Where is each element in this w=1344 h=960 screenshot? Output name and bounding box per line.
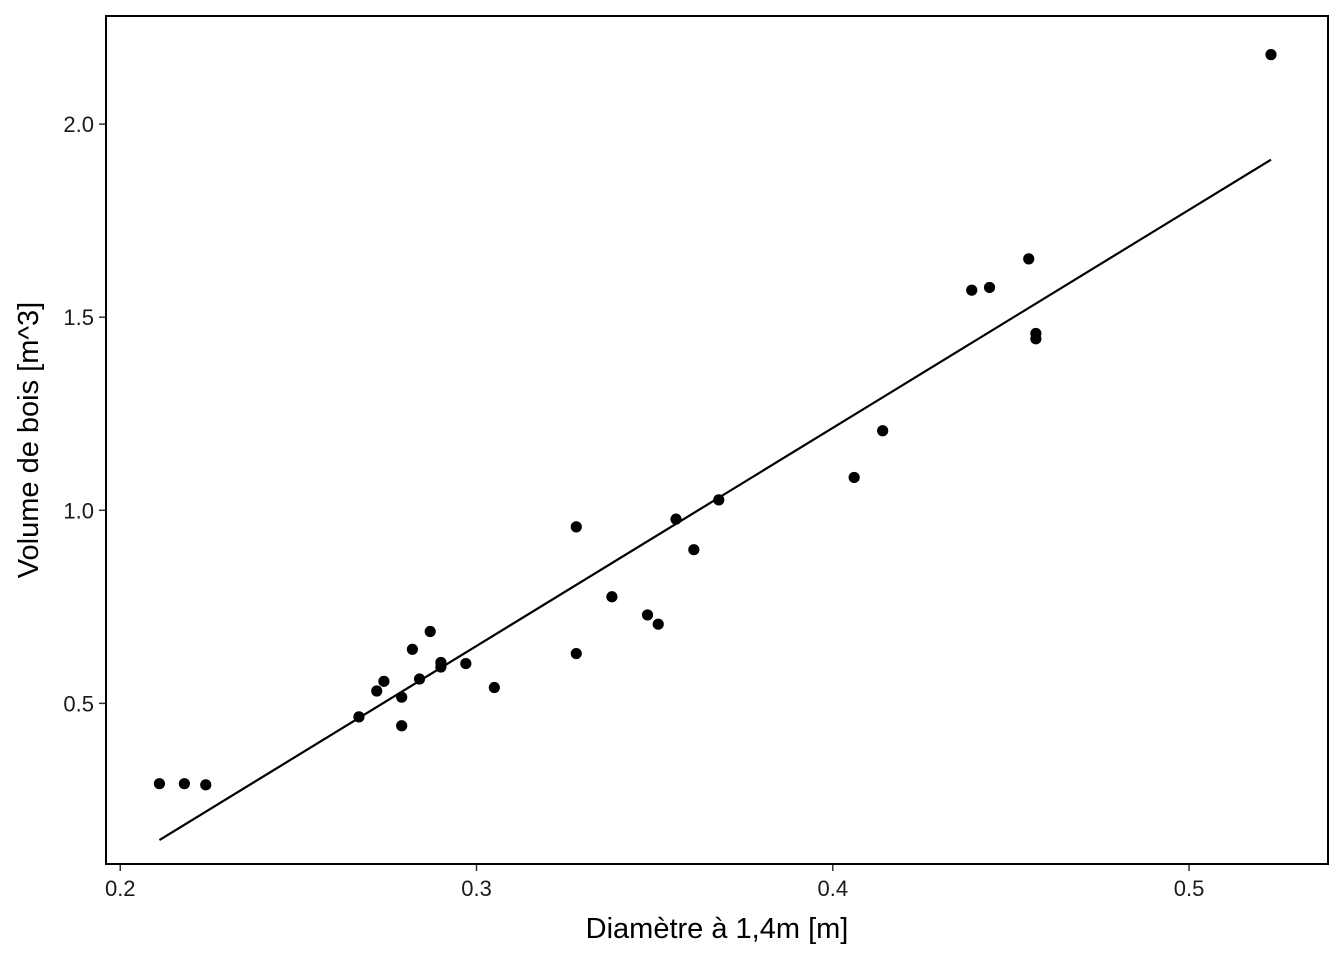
data-point bbox=[713, 494, 725, 506]
data-point bbox=[353, 711, 365, 723]
data-point bbox=[406, 643, 418, 655]
x-axis-title: Diamètre à 1,4m [m] bbox=[586, 913, 849, 945]
data-point bbox=[396, 720, 408, 732]
x-tick-label: 0.5 bbox=[1174, 876, 1205, 901]
x-tick-label: 0.3 bbox=[461, 876, 492, 901]
data-point bbox=[570, 647, 582, 660]
data-point bbox=[1265, 49, 1277, 61]
plot-frame bbox=[105, 15, 1329, 865]
data-point bbox=[1030, 333, 1042, 345]
y-axis-title: Volume de bois [m^3] bbox=[13, 302, 45, 578]
y-tick-label: 1.0 bbox=[63, 498, 94, 523]
data-point bbox=[641, 609, 654, 621]
points-layer bbox=[153, 49, 1277, 791]
data-point bbox=[153, 778, 166, 790]
data-point bbox=[460, 657, 472, 670]
data-point bbox=[371, 685, 383, 697]
x-tick-label: 0.4 bbox=[817, 876, 848, 901]
data-point bbox=[983, 281, 996, 294]
data-point bbox=[606, 591, 618, 603]
x-axis: 0.2 0.3 0.4 0.5 bbox=[105, 864, 1204, 901]
data-point bbox=[178, 778, 190, 790]
data-point bbox=[848, 471, 860, 484]
data-point bbox=[200, 779, 212, 791]
data-point bbox=[688, 544, 700, 556]
data-point bbox=[966, 284, 978, 296]
data-point bbox=[435, 661, 447, 673]
y-tick-label: 0.5 bbox=[63, 691, 94, 716]
data-point bbox=[396, 691, 408, 703]
data-point bbox=[877, 425, 889, 437]
data-point bbox=[424, 625, 436, 638]
data-point bbox=[413, 673, 426, 685]
y-axis: 0.5 1.0 1.5 2.0 bbox=[63, 112, 106, 716]
x-tick-label: 0.2 bbox=[105, 876, 136, 901]
data-point bbox=[670, 513, 682, 525]
y-tick-label: 2.0 bbox=[63, 112, 94, 137]
data-point bbox=[652, 618, 664, 630]
data-point bbox=[488, 681, 500, 694]
y-tick-label: 1.5 bbox=[63, 305, 94, 330]
data-point bbox=[1023, 253, 1035, 265]
data-point bbox=[570, 521, 582, 533]
data-point bbox=[378, 675, 390, 687]
